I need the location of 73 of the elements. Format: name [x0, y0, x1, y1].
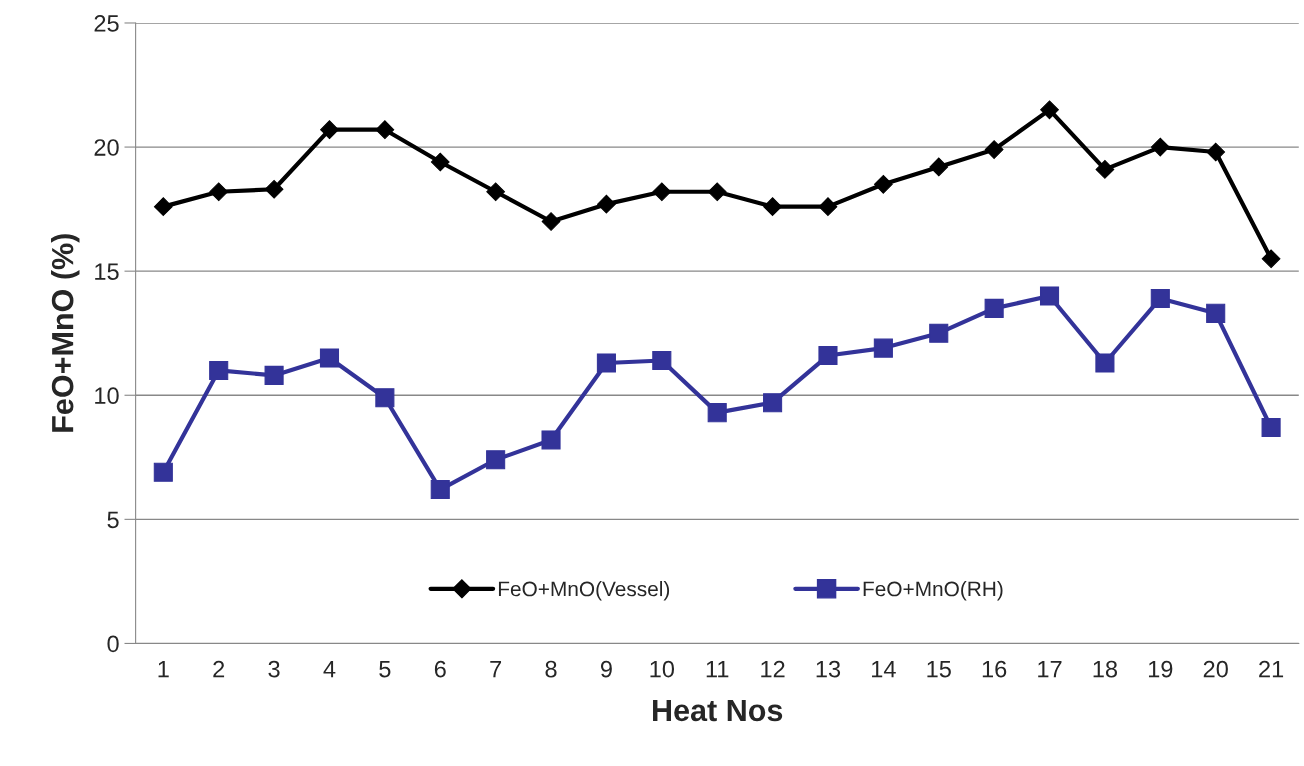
- x-tick-label: 19: [1148, 660, 1173, 678]
- point: [874, 174, 893, 194]
- point: [596, 353, 616, 373]
- point: [818, 346, 838, 366]
- x-tick-label: 6: [434, 660, 446, 678]
- point: [1150, 137, 1170, 157]
- point: [153, 462, 173, 482]
- y-tick-label: 15: [95, 263, 119, 280]
- point: [1095, 353, 1115, 373]
- point: [707, 182, 727, 202]
- x-tick-label: 15: [927, 660, 951, 678]
- x-tick-label: 9: [600, 660, 612, 678]
- x-tick-label: 18: [1093, 660, 1118, 678]
- point: [1261, 249, 1281, 269]
- y-tick-label: 0: [107, 635, 119, 653]
- x-tick-label: 3: [268, 660, 280, 678]
- point: [1040, 100, 1059, 120]
- x-tick-label: 17: [1038, 660, 1062, 678]
- point: [375, 388, 395, 408]
- point: [153, 197, 173, 216]
- point: [1039, 286, 1060, 306]
- x-tick-label: 16: [982, 660, 1007, 678]
- point: [984, 140, 1004, 159]
- point: [430, 152, 450, 172]
- point: [652, 350, 672, 371]
- x-tick-label: 21: [1259, 660, 1284, 678]
- legend-label: FeO+MnO(RH): [863, 580, 1003, 601]
- point: [984, 298, 1004, 318]
- x-tick-label: 12: [761, 660, 785, 678]
- x-tick-label: 11: [706, 660, 729, 678]
- x-tick-label: 4: [323, 660, 336, 678]
- point: [541, 212, 561, 231]
- x-tick-label: 13: [816, 660, 841, 678]
- point: [652, 182, 672, 202]
- x-tick-label: 2: [213, 660, 225, 678]
- point: [209, 182, 229, 202]
- x-tick-label: 20: [1203, 660, 1228, 678]
- point: [319, 348, 340, 368]
- point: [763, 393, 783, 413]
- point: [929, 323, 949, 343]
- x-tick-label: 10: [650, 660, 675, 678]
- point: [486, 182, 505, 202]
- point: [707, 403, 727, 423]
- point: [1095, 160, 1115, 179]
- point: [1261, 417, 1281, 438]
- point: [375, 120, 395, 140]
- x-tick-label: 5: [379, 660, 391, 678]
- x-axis-title: Heat Nos: [653, 699, 783, 722]
- point: [929, 157, 949, 177]
- point: [541, 430, 561, 450]
- y-axis-title: FeO+MnO (%): [51, 234, 80, 432]
- point: [1206, 303, 1226, 323]
- y-tick-label: 25: [94, 15, 119, 32]
- point: [1206, 142, 1226, 162]
- point: [873, 338, 893, 358]
- point: [430, 480, 450, 500]
- y-tick-label: 20: [94, 139, 119, 156]
- point: [264, 365, 284, 385]
- x-tick-label: 7: [490, 660, 502, 678]
- point: [1150, 288, 1170, 309]
- x-tick-label: 1: [158, 660, 169, 678]
- point: [264, 179, 284, 199]
- y-tick-label: 5: [107, 511, 119, 529]
- point: [597, 194, 616, 214]
- x-tick-label: 8: [545, 660, 557, 678]
- point: [818, 197, 838, 216]
- point: [763, 197, 782, 216]
- x-tick-label: 14: [872, 660, 896, 678]
- point: [486, 450, 506, 470]
- point: [320, 120, 339, 140]
- point: [209, 360, 229, 380]
- y-tick-label: 10: [95, 387, 119, 405]
- legend-label: FeO+MnO(Vessel): [498, 580, 670, 601]
